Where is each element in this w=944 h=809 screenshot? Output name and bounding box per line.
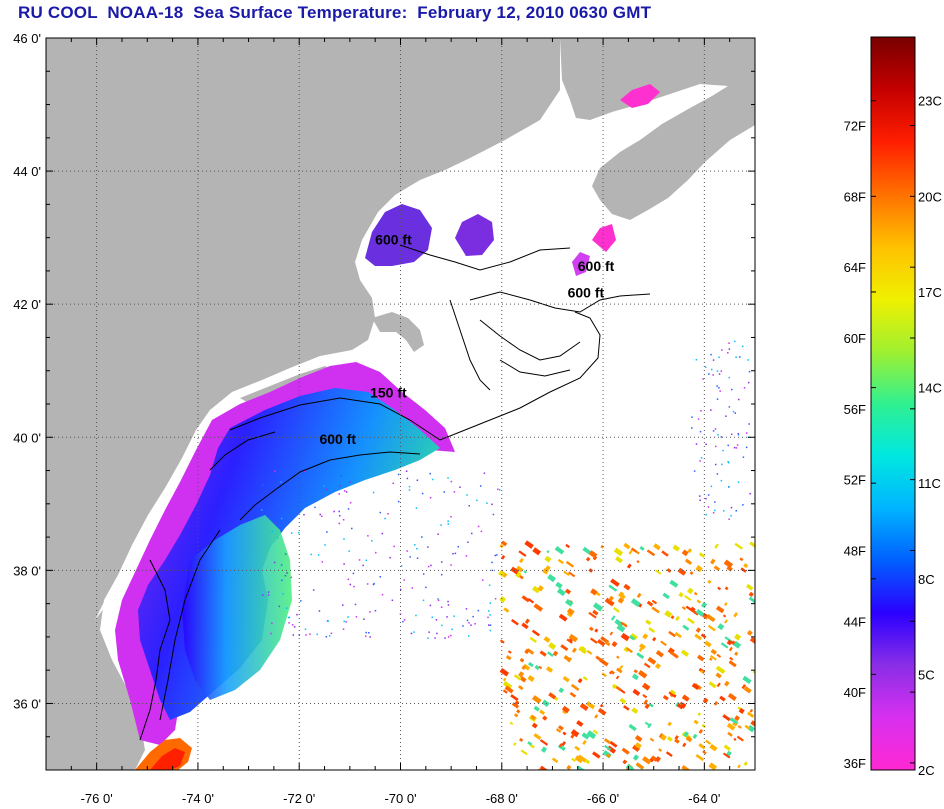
lon-tick-label: -76 0' — [81, 791, 113, 806]
lat-tick-label: 36 0' — [13, 696, 41, 711]
sst-scotian-patch — [592, 224, 616, 252]
colorbar-fahrenheit-label: 72F — [844, 119, 866, 134]
sst-gulf-maine-patch-2 — [455, 214, 494, 256]
lat-tick-label: 44 0' — [13, 164, 41, 179]
lon-tick-label: -66 0' — [587, 791, 619, 806]
axis-ticks — [45, 37, 756, 771]
lon-tick-label: -70 0' — [384, 791, 416, 806]
colorbar-fahrenheit-label: 36F — [844, 756, 866, 771]
colorbar-fahrenheit-label: 52F — [844, 473, 866, 488]
land-nova-scotia — [560, 38, 755, 220]
lon-tick-label: -72 0' — [283, 791, 315, 806]
lon-tick-label: -68 0' — [486, 791, 518, 806]
lat-tick-label: 42 0' — [13, 297, 41, 312]
colorbar-celsius-label: 17C — [918, 285, 942, 300]
sst-coastal-cold-band — [115, 362, 455, 745]
colorbar-fahrenheit-label: 56F — [844, 402, 866, 417]
sst-bay-of-fundy-patch — [620, 84, 660, 108]
contour-label: 600 ft — [578, 258, 615, 274]
lat-tick-label: 46 0' — [13, 31, 41, 46]
contour-label: 600 ft — [319, 431, 356, 447]
colorbar-celsius-label: 14C — [918, 381, 942, 396]
land-bay-water — [95, 560, 130, 620]
land-us-east — [46, 38, 560, 770]
colorbar-fahrenheit-label: 64F — [844, 260, 866, 275]
colorbar-celsius-label: 2C — [918, 763, 935, 778]
map-title: RU COOL NOAA-18 Sea Surface Temperature:… — [18, 3, 652, 22]
lat-tick-label: 38 0' — [13, 563, 41, 578]
contour-label: 600 ft — [375, 231, 412, 247]
colorbar-celsius-label: 11C — [918, 476, 941, 491]
axis-labels: 46 0' 44 0' 42 0' 40 0' 38 0' 36 0' -76 0' -74 … — [13, 31, 720, 806]
colorbar-fahrenheit-label: 68F — [844, 189, 866, 204]
bathymetry-contours — [139, 244, 651, 741]
colorbar-fahrenheit-label: 44F — [844, 614, 866, 629]
colorbar-fahrenheit-label: 48F — [844, 543, 866, 558]
colorbar-fill — [870, 36, 916, 771]
colorbar-celsius-label: 23C — [918, 94, 942, 109]
colorbar-fahrenheit-label: 40F — [844, 685, 866, 700]
colorbar-fahrenheit-label: 60F — [844, 331, 866, 346]
colorbar-celsius-label: 8C — [918, 572, 935, 587]
contour-labels: 600 ft 600 ft 600 ft 150 ft 600 ft — [319, 231, 614, 447]
contour-label: 600 ft — [568, 285, 605, 301]
colorbar-celsius-label: 20C — [918, 189, 942, 204]
contour-label: 150 ft — [370, 384, 407, 400]
sst-slope-water — [182, 515, 292, 700]
lat-tick-label: 40 0' — [13, 430, 41, 445]
land-cape-cod — [372, 312, 424, 352]
sst-gulf-stream-hot — [150, 748, 185, 770]
colorbar-celsius-label: 5C — [918, 667, 935, 682]
sst-offshore-warm-speckles — [261, 340, 755, 770]
sst-georges-patch — [572, 252, 590, 276]
lon-tick-label: -64 0' — [688, 791, 720, 806]
lon-tick-label: -74 0' — [182, 791, 214, 806]
